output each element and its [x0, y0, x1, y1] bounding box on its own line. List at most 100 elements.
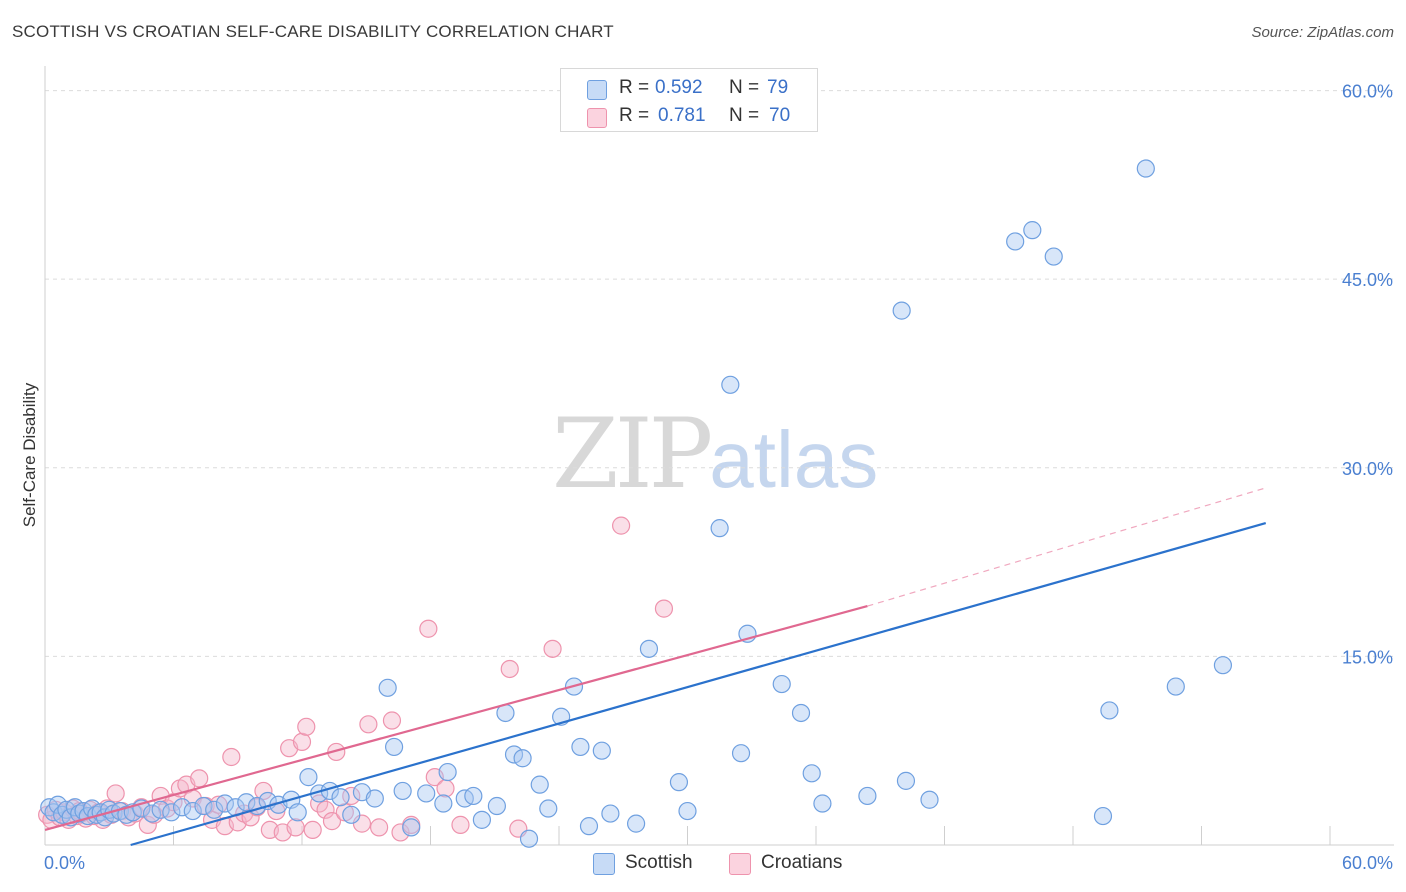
- legend: R = 0.592 N = 79 R = 0.781 N = 70: [560, 68, 818, 132]
- legend-n-label: N =: [729, 105, 760, 126]
- point-scottish: [601, 804, 620, 823]
- point-croatians: [106, 784, 125, 803]
- legend-r-label: R =: [619, 77, 650, 98]
- point-scottish: [1044, 247, 1063, 266]
- legend-swatch-scottish: [587, 80, 607, 100]
- point-scottish: [513, 749, 532, 768]
- point-scottish: [151, 800, 170, 819]
- point-scottish: [1166, 677, 1185, 696]
- grid: [45, 90, 1394, 657]
- point-croatians: [297, 717, 316, 736]
- point-scottish: [378, 678, 397, 697]
- point-scottish: [519, 829, 539, 848]
- point-croatians: [370, 818, 389, 837]
- point-scottish: [639, 639, 659, 658]
- bottom-legend-swatch-scottish: [593, 853, 615, 875]
- point-croatians: [359, 715, 378, 734]
- point-scottish: [813, 794, 832, 813]
- y-tick-label: 45.0%: [1342, 270, 1393, 290]
- point-scottish: [331, 788, 350, 807]
- point-scottish: [571, 737, 590, 757]
- point-scottish: [194, 796, 213, 816]
- point-scottish: [579, 817, 599, 836]
- legend-n-label: N =: [729, 77, 760, 98]
- y-axis-label: Self-Care Disability: [20, 382, 39, 527]
- point-scottish: [237, 793, 256, 812]
- point-scottish: [183, 801, 202, 821]
- series-scottish: [40, 159, 1233, 848]
- point-scottish: [438, 762, 457, 782]
- point-scottish: [142, 804, 162, 823]
- legend-swatch-croatians: [587, 108, 607, 128]
- point-scottish: [205, 800, 224, 819]
- point-scottish: [802, 764, 821, 783]
- point-scottish: [530, 775, 549, 794]
- watermark-zip: ZIP: [552, 398, 713, 510]
- point-scottish: [1023, 221, 1042, 240]
- point-croatians: [322, 812, 342, 831]
- point-croatians: [451, 815, 470, 834]
- point-scottish: [920, 790, 939, 809]
- point-scottish: [393, 781, 412, 801]
- bottom-legend-label-croatians: Croatians: [761, 852, 843, 873]
- point-croatians: [254, 781, 273, 801]
- point-scottish: [472, 810, 491, 829]
- point-scottish: [678, 801, 697, 821]
- point-scottish: [710, 519, 729, 538]
- point-scottish: [721, 375, 740, 394]
- point-scottish: [172, 798, 192, 817]
- point-scottish: [504, 745, 524, 764]
- watermark: ZIPatlas: [552, 398, 878, 510]
- point-scottish: [592, 741, 611, 760]
- point-croatians: [138, 815, 157, 834]
- bottom-legend-swatch-croatians: [729, 853, 751, 875]
- point-croatians: [391, 823, 410, 842]
- source-label: Source: ZipAtlas.com: [1251, 24, 1394, 41]
- legend-r-croatians: 0.781: [658, 105, 706, 126]
- point-scottish: [1213, 656, 1233, 675]
- legend-r-label: R =: [619, 105, 650, 126]
- point-scottish: [162, 803, 181, 822]
- point-croatians: [419, 619, 438, 638]
- legend-n-scottish: 79: [767, 77, 789, 98]
- point-croatians: [316, 800, 335, 819]
- point-scottish: [1100, 701, 1119, 720]
- point-croatians: [612, 516, 631, 535]
- trendline-croatians: [44, 605, 868, 831]
- point-scottish: [215, 794, 234, 813]
- y-tick-label: 60.0%: [1342, 82, 1393, 102]
- point-scottish: [858, 786, 877, 806]
- point-scottish: [626, 814, 646, 833]
- legend-n-croatians: 70: [769, 105, 791, 126]
- point-scottish: [384, 737, 404, 757]
- y-tick-label: 15.0%: [1342, 647, 1393, 667]
- y-tick-label: 30.0%: [1342, 459, 1393, 479]
- point-scottish: [464, 786, 483, 806]
- point-scottish: [539, 799, 558, 818]
- trendline-croatians-extension: [867, 487, 1266, 607]
- trendline-scottish: [130, 522, 1267, 847]
- point-croatians: [543, 639, 562, 658]
- point-scottish: [892, 301, 911, 320]
- point-croatians: [190, 769, 209, 788]
- point-croatians: [286, 818, 305, 837]
- point-croatians: [500, 659, 519, 679]
- point-scottish: [1093, 806, 1113, 826]
- bottom-legend-label-scottish: Scottish: [625, 852, 693, 873]
- legend-row-croatians: R = 0.781 N = 70: [561, 101, 817, 131]
- chart-title: SCOTTISH VS CROATIAN SELF-CARE DISABILIT…: [12, 22, 614, 41]
- point-scottish: [288, 803, 307, 822]
- point-scottish: [731, 744, 751, 763]
- point-scottish: [342, 805, 361, 824]
- point-scottish: [365, 789, 384, 808]
- x-tick-label: 60.0%: [1342, 853, 1393, 873]
- watermark-atlas: atlas: [709, 415, 879, 504]
- point-scottish: [434, 794, 453, 813]
- tick-labels: 15.0% 30.0% 45.0% 60.0% 0.0% 60.0%: [44, 82, 1393, 873]
- point-scottish: [772, 674, 791, 694]
- point-scottish: [487, 796, 506, 816]
- point-croatians: [382, 711, 402, 730]
- point-scottish: [402, 818, 421, 837]
- trendlines: [44, 487, 1267, 847]
